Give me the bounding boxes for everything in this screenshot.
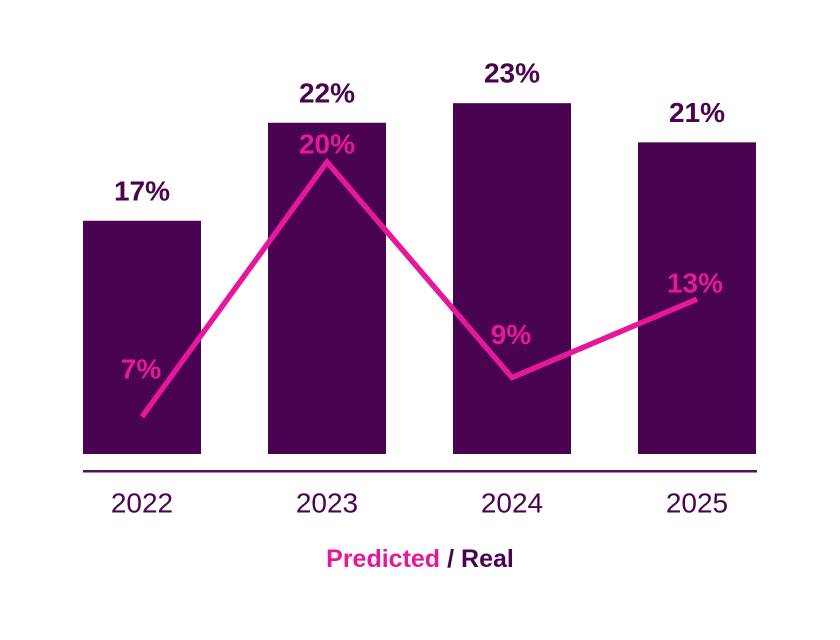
bar-value-label-2023: 22% <box>299 77 355 108</box>
tick-label-2024: 2024 <box>481 488 543 519</box>
bar-value-label-2024: 23% <box>484 58 540 89</box>
x-axis-line <box>83 470 757 473</box>
line-value-label-2023: 20% <box>299 128 355 159</box>
bar-value-label-2025: 21% <box>669 97 725 128</box>
legend-predicted-label: Predicted <box>326 545 441 573</box>
predicted-line <box>139 157 699 419</box>
bar-2023 <box>268 122 386 454</box>
line-value-label-2024: 9% <box>491 319 532 350</box>
bar-value-label-2022: 17% <box>114 175 170 206</box>
tick-label-2025: 2025 <box>666 488 728 519</box>
bar-2024 <box>453 103 571 454</box>
tick-label-2022: 2022 <box>111 488 173 519</box>
line-value-label-2025: 13% <box>667 268 723 299</box>
legend-real-label: Real <box>461 545 514 573</box>
tick-label-2023: 2023 <box>296 488 358 519</box>
legend-separator-slash: / <box>447 545 455 573</box>
line-value-label-2022: 7% <box>121 353 162 384</box>
chart-legend: Predicted / Real <box>0 545 840 573</box>
bar-2022 <box>83 220 201 454</box>
bar-2025 <box>638 142 756 455</box>
